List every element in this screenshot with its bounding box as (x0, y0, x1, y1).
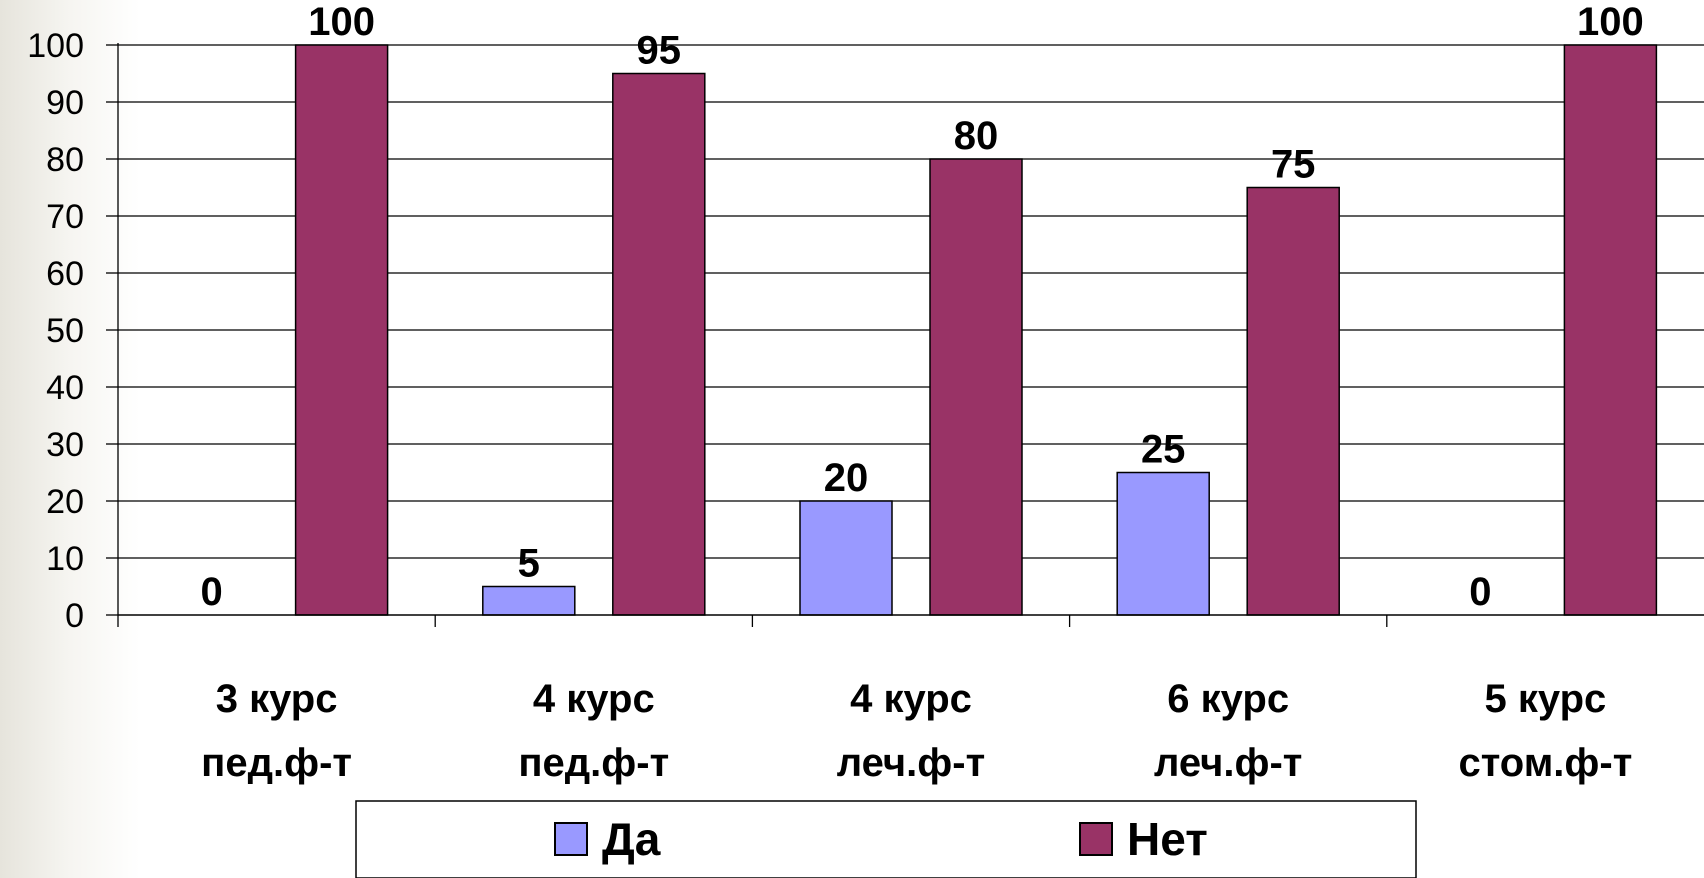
legend-label-net: Нет (1127, 813, 1208, 865)
x-tick-label: 4 курс (533, 677, 655, 721)
data-label: 0 (200, 570, 222, 614)
data-label: 80 (954, 114, 999, 158)
bar-da (482, 585, 576, 616)
x-tick-label: пед.ф-т (518, 741, 669, 785)
x-tick-label: 3 курс (216, 677, 338, 721)
bar-net (929, 158, 1023, 616)
data-label: 20 (824, 456, 869, 500)
legend-swatch-da (554, 822, 588, 856)
data-label: 25 (1141, 428, 1186, 472)
x-tick-label: стом.ф-т (1458, 741, 1632, 785)
data-label: 75 (1271, 143, 1316, 187)
x-axis: 3 курс пед.ф-т 4 курс пед.ф-т 4 курс леч.ф-т 6… (117, 614, 1704, 785)
legend-swatch-net (1079, 822, 1113, 856)
y-tick-label: 30 (46, 426, 84, 464)
bar-da (1116, 471, 1210, 616)
bar-net (294, 44, 389, 616)
x-tick-label: леч.ф-т (1154, 741, 1302, 785)
x-tick-label: 5 курс (1485, 677, 1607, 721)
data-label: 100 (308, 0, 375, 44)
legend-box (355, 800, 1417, 878)
legend-label-da: Да (602, 813, 661, 865)
y-tick-label: 70 (46, 198, 84, 236)
x-tick-label: пед.ф-т (201, 741, 352, 785)
bar-net (1246, 186, 1340, 616)
data-label: 95 (637, 29, 682, 73)
x-tick-label: леч.ф-т (837, 741, 985, 785)
y-tick-label: 90 (46, 84, 84, 122)
x-tick-label: 4 курс (850, 677, 972, 721)
value-labels: 0 100 5 95 20 80 25 75 0 100 (200, 0, 1643, 614)
y-tick-label: 100 (27, 27, 84, 65)
y-tick-label: 50 (46, 312, 84, 350)
y-tick-label: 40 (46, 369, 84, 407)
x-tick-label: 6 курс (1167, 677, 1289, 721)
y-tick-label: 60 (46, 255, 84, 293)
y-tick-label: 20 (46, 483, 84, 521)
y-tick-label: 0 (65, 597, 84, 635)
y-tick-label: 10 (46, 540, 84, 578)
bars (294, 44, 1658, 616)
legend: Да Нет (355, 800, 1417, 878)
data-label: 100 (1577, 0, 1644, 44)
data-label: 0 (1469, 570, 1491, 614)
data-label: 5 (518, 542, 540, 586)
bar-da (799, 500, 893, 616)
bar-net (612, 72, 706, 616)
bar-net (1563, 44, 1658, 616)
y-tick-label: 80 (46, 141, 84, 179)
y-axis: 0 10 20 30 40 50 60 70 80 90 100 (27, 27, 119, 635)
